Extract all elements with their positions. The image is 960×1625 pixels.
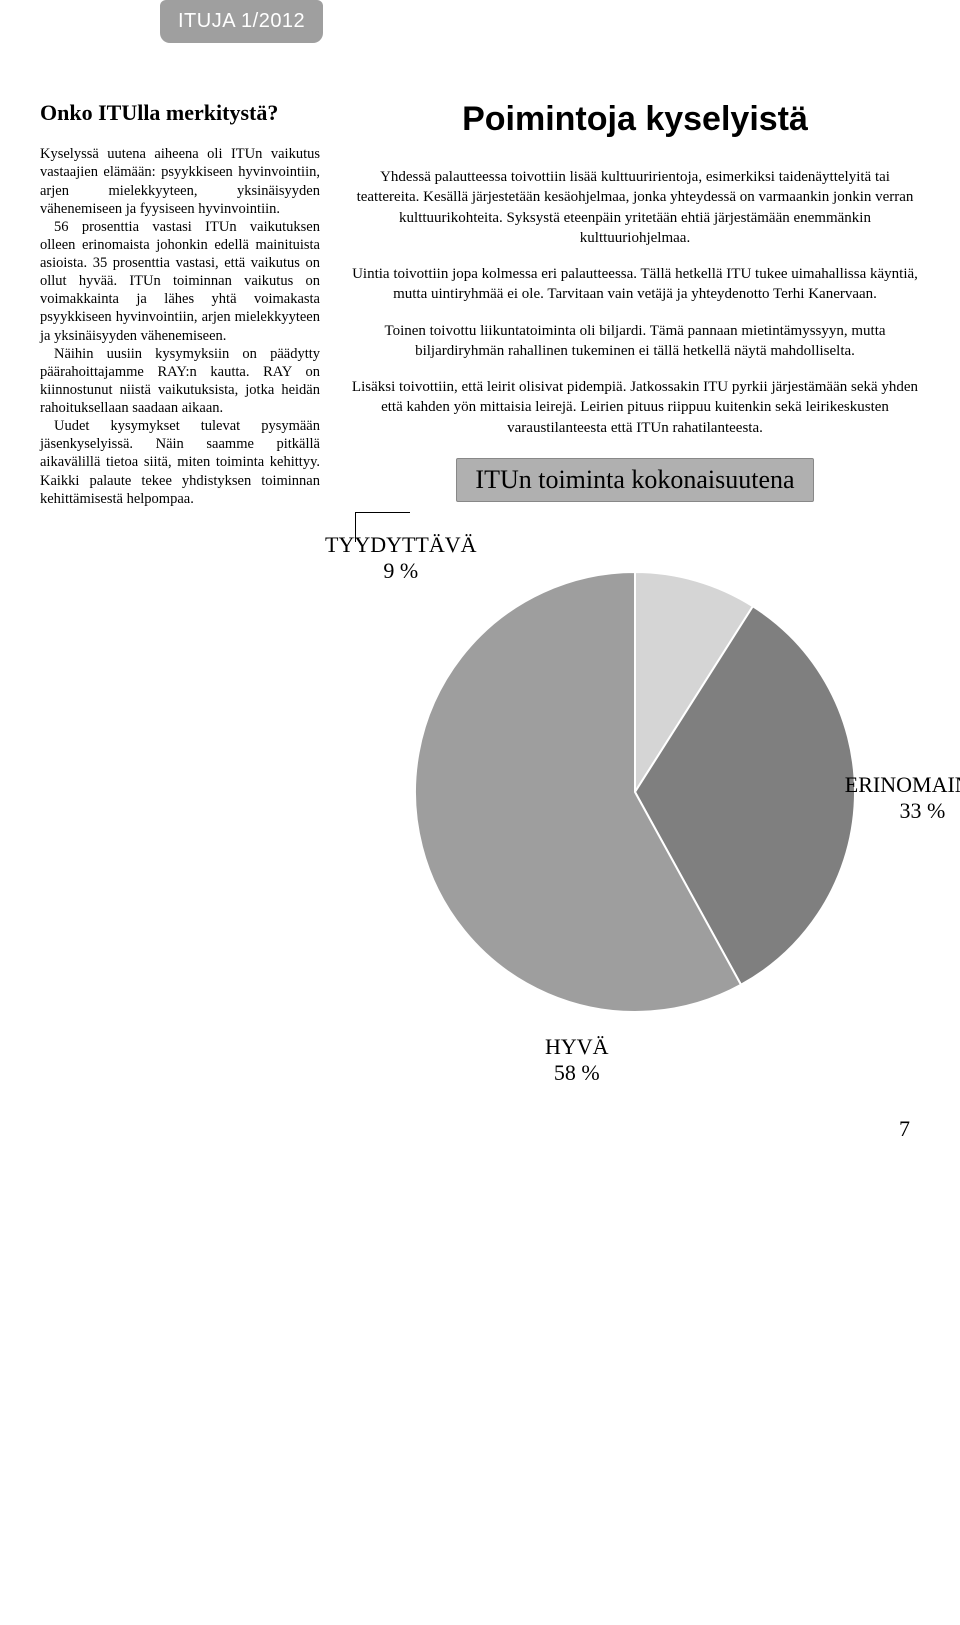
right-paragraph-1: Yhdessä palautteessa toivottiin lisää ku…	[350, 167, 920, 248]
left-heading: Onko ITUlla merkitystä?	[40, 100, 320, 125]
right-paragraph-4: Lisäksi toivottiin, että leirit olisivat…	[350, 377, 920, 438]
left-paragraph-2: 56 prosenttia vastasi ITUn vaikutuksen o…	[40, 218, 320, 345]
right-paragraph-3: Toinen toivottu liikuntatoiminta oli bil…	[350, 321, 920, 362]
right-title: Poimintoja kyselyistä	[350, 100, 920, 139]
issue-tab: ITUJA 1/2012	[160, 0, 323, 43]
pie-label-2-text: HYVÄ	[545, 1034, 609, 1059]
left-paragraph-3: Näihin uusiin kysymyksiin on päädytty pä…	[40, 345, 320, 418]
chart-title: ITUn toiminta kokonaisuutena	[475, 465, 794, 494]
left-paragraph-1: Kyselyssä uutena aiheena oli ITUn vaikut…	[40, 145, 320, 218]
page-number: 7	[899, 1116, 910, 1142]
right-paragraph-2: Uintia toivottiin jopa kolmessa eri pala…	[350, 264, 920, 305]
pie-chart: TYYDYTTÄVÄ 9 % ERINOMAINEN 33 % HYVÄ 58 …	[355, 512, 915, 1072]
pie-leader-line	[355, 512, 410, 542]
pie-label-erinomainen: ERINOMAINEN 33 %	[845, 772, 960, 825]
left-column: Onko ITUlla merkitystä? Kyselyssä uutena…	[40, 100, 320, 1072]
pie-label-1-text: ERINOMAINEN	[845, 772, 960, 797]
pie-label-1-pct: 33 %	[899, 798, 945, 823]
pie-label-2-pct: 58 %	[554, 1060, 600, 1085]
chart-title-box: ITUn toiminta kokonaisuutena	[456, 458, 813, 502]
right-column: Poimintoja kyselyistä Yhdessä palauttees…	[350, 100, 920, 1072]
pie-label-hyva: HYVÄ 58 %	[545, 1034, 609, 1087]
pie-label-0-pct: 9 %	[383, 558, 418, 583]
left-paragraph-4: Uudet kysymykset tulevat pysymään jäsenk…	[40, 417, 320, 508]
pie-svg	[415, 572, 855, 1012]
